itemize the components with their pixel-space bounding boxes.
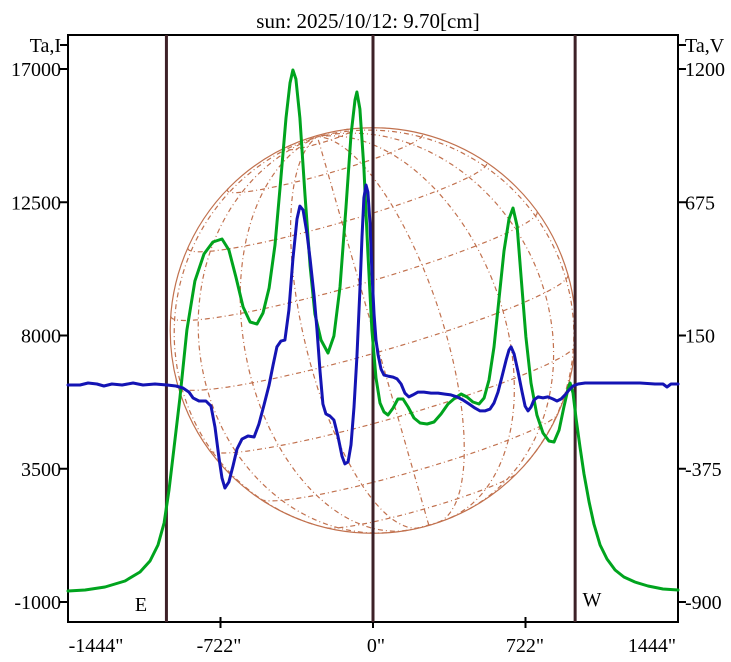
grid-meridian-line [173,136,318,525]
grid-meridian-line [317,132,555,510]
page-title: sun: 2025/10/12: 9.70[cm] [256,9,479,33]
left-axis-tick-label: 17000 [11,59,61,81]
grid-meridian-line [197,136,387,534]
left-axis-tick-label: 3500 [21,459,61,481]
bottom-axis-tick-label: 722" [506,635,544,657]
left-axis-name: Ta,I [30,35,61,57]
west-limb-label: W [583,589,602,611]
polarization-scan-Ta-V-curve [66,183,680,490]
grid-latitude-line [170,210,538,322]
grid-meridian-line [317,129,575,463]
left-axis-tick-label: 12500 [11,192,61,214]
right-axis-tick-label: 150 [685,326,715,348]
right-axis-name: Ta,V [685,35,725,57]
bottom-axis-tick-label: -1444" [69,635,124,657]
east-limb-label: E [135,594,147,616]
scan-curves [66,68,680,593]
right-axis-tick-label: 1200 [685,59,725,81]
grid-latitude-line [283,128,353,151]
intensity-scan-Ta-I-curve [66,68,680,593]
right-axis-tick-label: -900 [685,592,722,614]
grid-meridian-line [317,135,515,519]
left-axis-tick-label: 8000 [21,326,61,348]
bottom-axis-tick-label: -722" [197,635,242,657]
left-axis-tick-label: -1000 [14,592,61,614]
grid-latitude-line [260,413,559,502]
grid-latitude-line [187,161,488,253]
right-axis-tick-label: -375 [685,459,722,481]
bottom-axis-tick-label: 0" [367,635,385,657]
bottom-axis-tick-label: 1444" [628,635,676,657]
grid-latitude-line [226,132,424,194]
grid-meridian-line [317,136,465,524]
grid-meridian-line [290,136,420,529]
right-axis-tick-label: 675 [685,192,715,214]
grid-meridian-line [239,136,407,532]
